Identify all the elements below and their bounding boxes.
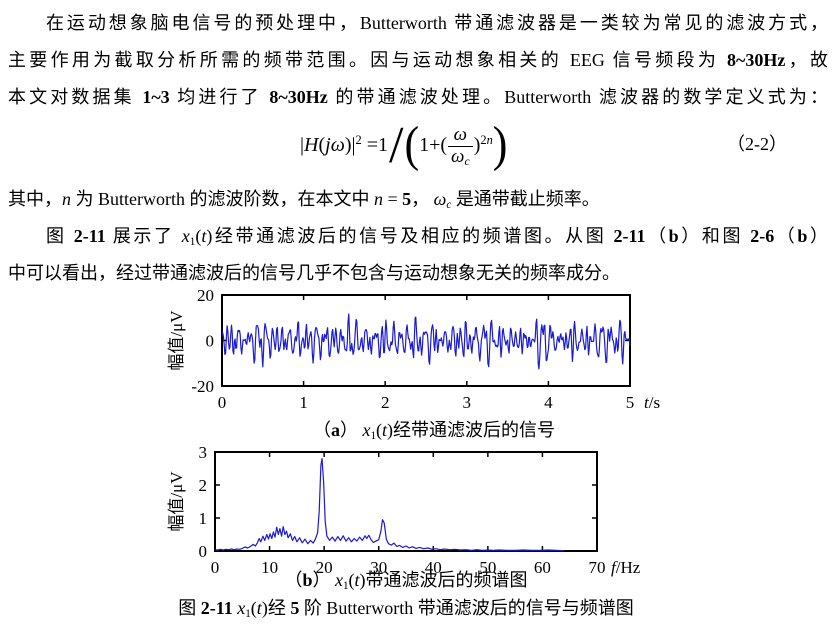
svg-text:40: 40 xyxy=(425,558,442,577)
svg-text:20: 20 xyxy=(316,558,333,577)
fraction-denominator: ωc xyxy=(448,146,473,169)
svg-text:f/Hz: f/Hz xyxy=(611,558,641,577)
equation-divide-slash: / xyxy=(388,116,404,174)
svg-text:1: 1 xyxy=(299,393,308,412)
equation-inner-post: )2n xyxy=(473,133,493,156)
svg-text:0: 0 xyxy=(211,558,220,577)
butterworth-equation: |H(jω)|2 =1 / ( 1+( ω ωc )2n ) xyxy=(300,112,507,178)
equation-right-paren: ) xyxy=(492,117,508,173)
svg-text:20: 20 xyxy=(197,286,214,305)
body-line-2: 主要作用为截取分析所需的频带范围。因与运动想象相关的 EEG 信号频段为 8~3… xyxy=(8,50,828,70)
svg-text:10: 10 xyxy=(261,558,278,577)
paragraph-1: 在运动想象脑电信号的预处理中，Butterworth 带通滤波器是一类较为常见的… xyxy=(8,5,828,116)
figure-caption: 图 2-11 x1(t)经 5 阶 Butterworth 带通滤波后的信号与频… xyxy=(178,598,634,620)
body-line-3: 本文对数据集 1~3 均进行了 8~30Hz 的带通滤波处理。Butterwor… xyxy=(8,87,829,107)
subfigure-b-caption: （b） x1(t)带通滤波后的频谱图 xyxy=(284,570,528,592)
svg-text:60: 60 xyxy=(534,558,551,577)
subfigure-a-caption: （a） x1(t)经带通滤波后的信号 xyxy=(312,420,556,442)
svg-text:0: 0 xyxy=(206,332,215,351)
spectrum-chart: 0 10 20 30 40 50 60 70 0 1 2 3 f/Hz 幅值/μV xyxy=(167,443,641,577)
svg-text:70: 70 xyxy=(589,558,606,577)
svg-text:t/s: t/s xyxy=(644,393,660,412)
svg-text:1: 1 xyxy=(199,509,208,528)
equation-number: （2-2） xyxy=(727,134,787,154)
svg-text:30: 30 xyxy=(370,558,387,577)
svg-text:0: 0 xyxy=(218,393,227,412)
paragraph-3: 图 2-11 展示了 x1(t)经带通滤波后的信号及相应的频谱图。从图 2-11… xyxy=(8,218,828,292)
body-line-1: 在运动想象脑电信号的预处理中，Butterworth 带通滤波器是一类较为常见的… xyxy=(46,13,828,33)
svg-text:5: 5 xyxy=(626,393,635,412)
svg-text:2: 2 xyxy=(381,393,390,412)
body-line-6: 中可以看出，经过带通滤波后的信号几乎不包含与运动想象无关的频率成分。 xyxy=(8,263,620,283)
paragraph-2: 其中，n 为 Butterworth 的滤波阶数，在本文中 n = 5， ωc … xyxy=(8,181,828,218)
equation-inner-pre: 1+( xyxy=(419,133,448,156)
fraction-numerator: ω xyxy=(453,124,468,146)
svg-text:3: 3 xyxy=(199,443,208,462)
equation-left-paren: ( xyxy=(404,117,420,173)
equation-fraction: ω ωc xyxy=(448,124,473,169)
equation-lhs: |H(jω)|2 =1 xyxy=(300,133,388,156)
svg-text:2: 2 xyxy=(199,476,208,495)
svg-text:幅值/μV: 幅值/μV xyxy=(167,471,186,532)
svg-text:50: 50 xyxy=(479,558,496,577)
svg-text:-20: -20 xyxy=(191,377,214,396)
body-line-5: 图 2-11 展示了 x1(t)经带通滤波后的信号及相应的频谱图。从图 2-11… xyxy=(46,226,829,248)
body-line-4: 其中，n 为 Butterworth 的滤波阶数，在本文中 n = 5， ωc … xyxy=(8,189,600,211)
svg-text:4: 4 xyxy=(544,393,553,412)
svg-text:3: 3 xyxy=(463,393,472,412)
svg-text:幅值/μV: 幅值/μV xyxy=(167,310,186,371)
svg-text:0: 0 xyxy=(199,542,208,561)
